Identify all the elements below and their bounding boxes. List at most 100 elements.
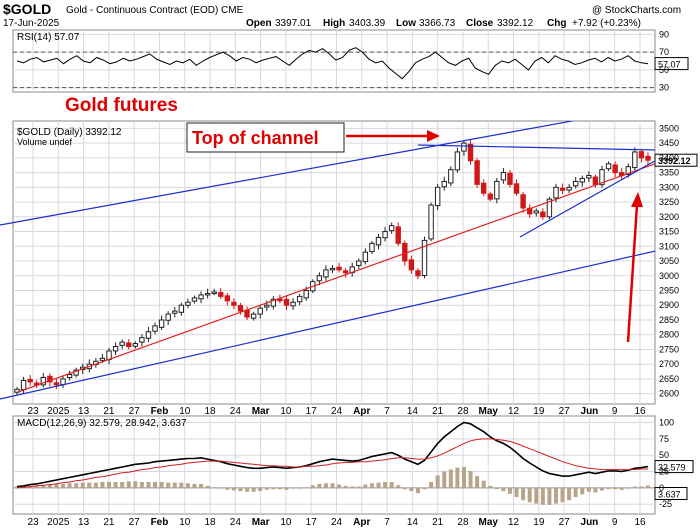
volume-legend: Volume undef (17, 137, 73, 147)
macd-histogram-bar (514, 487, 519, 498)
macd-histogram-bar (15, 486, 19, 488)
macd-histogram-bar (507, 487, 512, 494)
candle-body (579, 177, 585, 183)
price-layer: 3392.12 (14, 140, 698, 395)
rsi-legend: RSI(14) 57.07 (17, 32, 80, 43)
price-x-tick-label: 23 (27, 406, 39, 417)
macd-x-tick-label: 12 (508, 517, 520, 528)
macd-histogram-bar (389, 481, 394, 488)
chart-date: 17-Jun-2025 (3, 18, 60, 29)
candle-body (60, 378, 66, 386)
candle-body (369, 242, 375, 253)
macd-histogram-bar (646, 485, 650, 488)
price-x-tick-label: May (479, 406, 499, 417)
macd-histogram-bar (67, 483, 72, 488)
candle-body (454, 151, 461, 171)
axis-layer: 23 23 2025 2025 13 13 21 21 27 27 Feb Feb 10 10 18 18 24… (27, 29, 679, 528)
candle-body (494, 180, 500, 200)
candle-body (290, 301, 296, 307)
candle-body (53, 382, 60, 386)
macd-histogram-bar (153, 481, 158, 488)
candle-body (546, 198, 553, 218)
candle-body (152, 325, 158, 332)
up-arrow-head (631, 192, 643, 207)
macd-value-label: 32.579 (658, 463, 686, 473)
macd-x-tick-label: Feb (151, 517, 169, 528)
candle-body (165, 313, 171, 321)
macd-histogram-bar (501, 487, 506, 492)
candle-body (513, 183, 520, 194)
rsi-layer: 57.07 (13, 47, 689, 89)
price-y-tick-label: 3250 (659, 197, 679, 207)
lower-channel-line (0, 250, 655, 400)
macd-x-tick-label: Jun (581, 517, 599, 528)
price-x-tick-label: 9 (612, 406, 618, 417)
macd-histogram-bar (100, 481, 105, 488)
candle-body (27, 379, 33, 383)
candle-body (204, 292, 211, 296)
macd-y-tick-label: 25 (659, 467, 669, 477)
macd-histogram-bar (126, 481, 131, 488)
candle-body (145, 331, 152, 339)
macd-value-tag (654, 460, 694, 474)
price-x-tick-label: Feb (151, 406, 169, 417)
candle-body (237, 305, 244, 312)
macd-histogram-bar (553, 487, 558, 504)
candle-body (323, 269, 329, 278)
candle-body (303, 290, 309, 299)
macd-histogram-bar (291, 487, 296, 489)
macd-histogram-bar (422, 487, 427, 490)
macd-histogram-bar (632, 486, 637, 488)
macd-layer: 32.579 3.637 (13, 421, 694, 505)
price-x-tick-label: 16 (634, 406, 646, 417)
macd-x-tick-label: 18 (204, 517, 216, 528)
macd-histogram-bar (402, 487, 407, 490)
price-x-tick-label: 13 (78, 406, 90, 417)
price-x-tick-label: 17 (306, 406, 318, 417)
price-y-tick-label: 2600 (659, 389, 679, 399)
candle-body (415, 270, 421, 277)
macd-histogram-bar (113, 481, 118, 488)
macd-histogram-bar (192, 483, 197, 488)
macd-histogram-bar (337, 484, 342, 488)
candle-body (178, 304, 185, 313)
candle-body (329, 267, 336, 271)
price-x-tick-label: 2025 (47, 406, 70, 417)
macd-histogram-bar (343, 485, 348, 488)
price-x-tick-label: 10 (280, 406, 292, 417)
macd-histogram-bar (560, 487, 565, 503)
macd-histogram-bar (330, 483, 335, 488)
macd-histogram-bar (107, 481, 112, 488)
low-value: 3366.73 (419, 18, 456, 29)
macd-legend: MACD(12,26,9) 32.579, 28.942, 3.637 (17, 418, 187, 429)
rsi-y-tick-label: 30 (659, 83, 669, 93)
symbol: $GOLD (3, 1, 51, 17)
price-x-tick-label: 21 (432, 406, 444, 417)
macd-histogram-bar (481, 480, 486, 488)
candle-body (198, 294, 204, 300)
macd-x-tick-label: 13 (78, 517, 90, 528)
price-x-tick-label: 7 (384, 406, 390, 417)
macd-histogram-bar (120, 481, 125, 488)
recent-high-line (417, 144, 655, 151)
candle-body (126, 342, 132, 348)
candle-body (612, 164, 618, 174)
candle-body (395, 226, 401, 244)
macd-x-tick-label: 27 (129, 517, 141, 528)
price-y-tick-label: 2850 (659, 315, 679, 325)
macd-histogram-bar (218, 487, 223, 489)
candle-body (599, 169, 605, 186)
chart-header: $GOLD Gold - Continuous Contract (EOD) C… (3, 1, 681, 29)
candle-body (408, 259, 415, 271)
recent-low-line (519, 160, 655, 238)
top-of-channel-annotation: Top of channel (192, 128, 319, 148)
price-y-tick-label: 2900 (659, 300, 679, 310)
candle-body (257, 307, 263, 315)
candle-body (185, 301, 191, 306)
candle-body (211, 291, 217, 294)
top-of-channel-box (186, 122, 345, 153)
candle-body (231, 301, 237, 306)
candle-body (474, 160, 480, 185)
macd-histogram-bar (304, 487, 309, 489)
top-channel-arrow-head (427, 130, 440, 142)
